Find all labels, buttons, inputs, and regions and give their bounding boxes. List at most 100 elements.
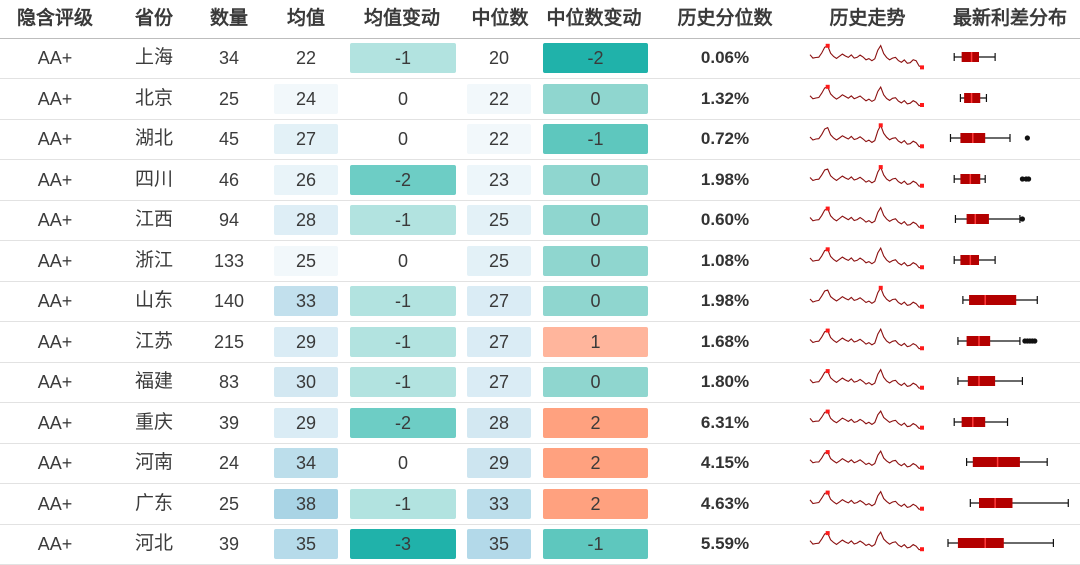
median-cell: 33 bbox=[467, 488, 531, 519]
median-cell: 29 bbox=[467, 448, 531, 478]
province-cell: 广东 bbox=[134, 492, 173, 514]
province-cell: 河北 bbox=[134, 533, 173, 554]
history-sparkline bbox=[809, 164, 924, 188]
table-row[interactable]: AA+ 江西 94 28 -1 25 0 0.60% bbox=[0, 200, 1080, 241]
history-sparkline bbox=[809, 246, 924, 269]
header-count[interactable]: 数量 bbox=[209, 8, 248, 29]
table-row[interactable]: AA+ 河北 39 35 -3 35 -1 5.59% bbox=[0, 524, 1080, 565]
sparkline-last-marker bbox=[920, 224, 924, 229]
percentile-cell: 1.68% bbox=[700, 331, 750, 351]
table-row[interactable]: AA+ 广东 25 38 -1 33 2 4.63% bbox=[0, 484, 1080, 525]
mean-change-cell: -2 bbox=[350, 164, 456, 195]
median-change-cell: 2 bbox=[543, 407, 648, 438]
sparkline-max-marker bbox=[825, 369, 830, 374]
sparkline-max-marker bbox=[825, 43, 830, 48]
sparkline-path bbox=[809, 449, 923, 470]
table-row[interactable]: AA+ 上海 34 22 -1 20 -2 0.06% bbox=[0, 38, 1080, 79]
median-change-cell: 0 bbox=[543, 367, 648, 397]
median-change-cell: 0 bbox=[543, 205, 648, 235]
header-rating[interactable]: 隐含评级 bbox=[16, 8, 93, 29]
history-sparkline bbox=[809, 84, 924, 107]
table-row[interactable]: AA+ 江苏 215 29 -1 27 1 1.68% bbox=[0, 322, 1080, 363]
table-row[interactable]: AA+ 河南 24 34 0 29 2 4.15% bbox=[0, 443, 1080, 484]
median-cell: 27 bbox=[467, 326, 531, 357]
spread-boxplot bbox=[953, 254, 996, 265]
count-cell: 24 bbox=[218, 453, 240, 473]
mean-cell: 33 bbox=[274, 286, 338, 316]
header-mean-change[interactable]: 均值变动 bbox=[363, 8, 440, 29]
percentile-cell: 0.06% bbox=[700, 48, 750, 67]
median-cell: 27 bbox=[467, 286, 531, 316]
percentile-cell: 1.32% bbox=[700, 88, 750, 108]
rating-cell: AA+ bbox=[37, 291, 73, 311]
mean-cell: 29 bbox=[274, 407, 338, 438]
spread-boxplot bbox=[949, 133, 1030, 143]
header-median[interactable]: 中位数 bbox=[471, 8, 529, 29]
sparkline-max-marker bbox=[825, 246, 830, 251]
table-row[interactable]: AA+ 四川 46 26 -2 23 0 1.98% bbox=[0, 160, 1080, 201]
mean-change-cell: -1 bbox=[350, 367, 456, 397]
table-row[interactable]: AA+ 福建 83 30 -1 27 0 1.80% bbox=[0, 362, 1080, 403]
median-cell: 20 bbox=[467, 43, 531, 73]
province-cell: 重庆 bbox=[134, 411, 173, 433]
mean-change-cell: 0 bbox=[350, 448, 456, 478]
history-sparkline bbox=[809, 327, 924, 350]
rating-cell: AA+ bbox=[37, 169, 73, 190]
spread-boxplot bbox=[953, 173, 1032, 184]
rating-cell: AA+ bbox=[37, 372, 73, 392]
percentile-cell: 4.15% bbox=[700, 453, 750, 472]
history-sparkline bbox=[809, 123, 924, 149]
spread-boxplot bbox=[957, 335, 1038, 346]
sparkline-max-marker bbox=[878, 123, 883, 128]
header-median-change[interactable]: 中位数变动 bbox=[546, 8, 642, 29]
sparkline-path bbox=[809, 85, 923, 106]
median-change-cell: 2 bbox=[543, 448, 648, 478]
header-mean[interactable]: 均值 bbox=[286, 8, 325, 29]
sparkline-last-marker bbox=[920, 102, 924, 107]
header-province[interactable]: 省份 bbox=[134, 8, 173, 29]
sparkline-last-marker bbox=[920, 65, 924, 70]
spread-boxplot bbox=[953, 416, 1009, 427]
boxplot-outlier bbox=[1026, 175, 1032, 182]
history-sparkline bbox=[809, 368, 924, 390]
sparkline-last-marker bbox=[920, 385, 924, 390]
sparkline-last-marker bbox=[920, 425, 924, 430]
sparkline-max-marker bbox=[878, 285, 883, 290]
sparkline-last-marker bbox=[920, 183, 924, 188]
spread-boxplot bbox=[959, 92, 988, 103]
sparkline-last-marker bbox=[920, 144, 924, 149]
header-history-trend[interactable]: 历史走势 bbox=[829, 8, 906, 29]
province-cell: 北京 bbox=[134, 87, 173, 109]
count-cell: 45 bbox=[218, 129, 240, 149]
sparkline-max-marker bbox=[878, 164, 883, 169]
median-cell: 22 bbox=[467, 124, 531, 154]
table-row[interactable]: AA+ 山东 140 33 -1 27 0 1.98% bbox=[0, 281, 1080, 322]
table-row[interactable]: AA+ 湖北 45 27 0 22 -1 0.72% bbox=[0, 119, 1080, 160]
boxplot-outlier bbox=[1019, 175, 1025, 182]
sparkline-max-marker bbox=[825, 84, 830, 89]
header-percentile[interactable]: 历史分位数 bbox=[677, 8, 773, 29]
boxplot-box bbox=[957, 538, 1004, 548]
table-row[interactable]: AA+ 重庆 39 29 -2 28 2 6.31% bbox=[0, 403, 1080, 444]
mean-cell: 29 bbox=[274, 326, 338, 357]
median-change-cell: 1 bbox=[543, 326, 648, 357]
sparkline-path bbox=[809, 489, 923, 510]
header-latest-distribution[interactable]: 最新利差分布 bbox=[952, 8, 1067, 29]
history-sparkline bbox=[809, 530, 924, 552]
mean-change-cell: -2 bbox=[350, 407, 456, 438]
median-change-cell: -1 bbox=[543, 529, 648, 559]
percentile-cell: 6.31% bbox=[700, 412, 750, 432]
mean-cell: 34 bbox=[274, 448, 338, 478]
table-row[interactable]: AA+ 浙江 133 25 0 25 0 1.08% bbox=[0, 241, 1080, 282]
history-sparkline bbox=[809, 489, 924, 511]
rating-cell: AA+ bbox=[37, 331, 73, 352]
history-sparkline bbox=[809, 43, 924, 70]
province-cell: 山东 bbox=[134, 290, 173, 311]
table-header: 隐含评级 省份 数量 均值 均值变动 中位数 中位数变动 历史分位数 历史走势 … bbox=[0, 0, 1080, 39]
median-change-cell: -2 bbox=[543, 43, 648, 73]
mean-change-cell: 0 bbox=[350, 245, 456, 276]
table-row[interactable]: AA+ 北京 25 24 0 22 0 1.32% bbox=[0, 79, 1080, 120]
mean-change-cell: 0 bbox=[350, 83, 456, 114]
median-cell: 23 bbox=[467, 164, 531, 195]
mean-change-cell: -1 bbox=[350, 488, 456, 519]
